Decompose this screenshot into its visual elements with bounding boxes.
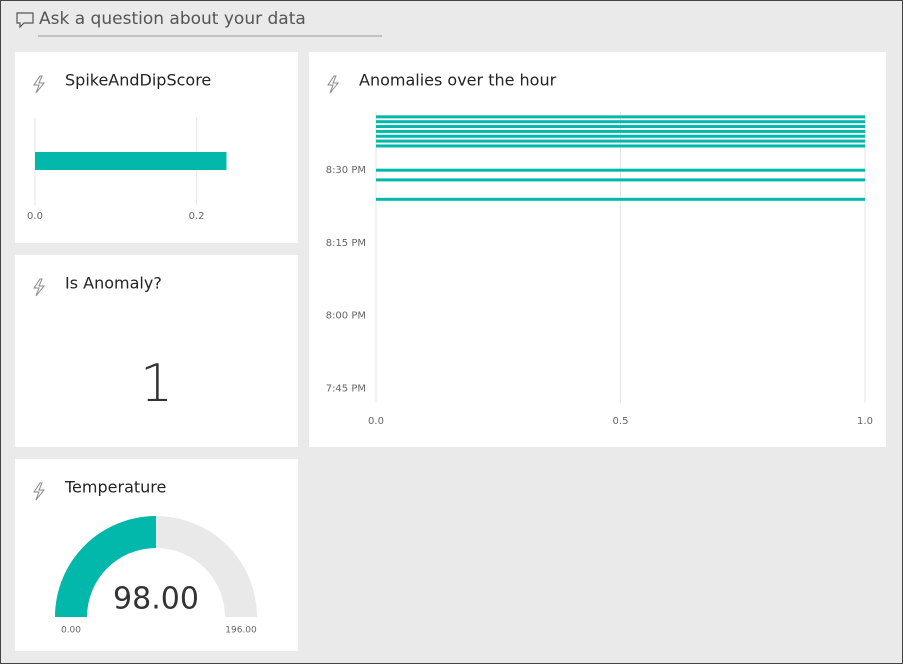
x-tick-label: 0.0 bbox=[27, 211, 43, 222]
anomaly-bar bbox=[376, 120, 865, 124]
gauge-min: 0.00 bbox=[61, 626, 81, 636]
tile[interactable]: Anomalies over the hour 0.0 0.5 1.0 7:45 PM 8… bbox=[309, 52, 886, 447]
tile[interactable]: Temperature 98.00 0.00 196.00 bbox=[15, 459, 298, 651]
y-tick-label: 8:15 PM bbox=[326, 238, 366, 249]
anomaly-bar bbox=[376, 125, 865, 129]
gauge-value: 98.00 bbox=[113, 582, 199, 617]
anomaly-bar bbox=[376, 168, 865, 172]
tile-title: Is Anomaly? bbox=[65, 274, 162, 293]
gauge-fill bbox=[55, 516, 156, 617]
chat-icon bbox=[16, 12, 34, 29]
lightning-icon bbox=[33, 278, 46, 297]
anomaly-bar bbox=[376, 115, 865, 119]
tile-title: Temperature bbox=[64, 478, 166, 497]
anomaly-bar bbox=[376, 134, 865, 138]
anomaly-bar bbox=[376, 178, 865, 182]
tile-bg bbox=[309, 52, 886, 447]
tile[interactable]: Is Anomaly? 1 bbox=[15, 255, 298, 447]
qa-box[interactable]: Ask a question about your data bbox=[16, 9, 382, 37]
tile-bg bbox=[15, 459, 298, 651]
lightning-icon bbox=[327, 75, 340, 94]
lightning-icon bbox=[33, 482, 46, 501]
y-tick-label: 8:30 PM bbox=[326, 165, 366, 176]
tile-title: SpikeAndDipScore bbox=[65, 71, 211, 90]
x-tick-label: 0.5 bbox=[613, 416, 629, 427]
x-tick-label: 0.0 bbox=[368, 416, 384, 427]
tile-bg bbox=[15, 52, 298, 243]
tile-bg bbox=[15, 255, 298, 447]
anomaly-bar bbox=[376, 197, 865, 201]
bar bbox=[35, 152, 227, 170]
anomaly-bar bbox=[376, 144, 865, 148]
x-tick-label: 0.2 bbox=[189, 211, 205, 222]
anomaly-bar bbox=[376, 139, 865, 143]
y-tick-label: 8:00 PM bbox=[326, 311, 366, 322]
qa-placeholder[interactable]: Ask a question about your data bbox=[39, 9, 306, 29]
anomaly-bar bbox=[376, 129, 865, 133]
lightning-icon bbox=[33, 75, 46, 94]
y-tick-label: 7:45 PM bbox=[326, 383, 366, 394]
tile[interactable]: SpikeAndDipScore 0.0 0.2 bbox=[15, 52, 298, 243]
tile-title: Anomalies over the hour bbox=[359, 71, 557, 90]
x-tick-label: 1.0 bbox=[857, 416, 873, 427]
gauge-max: 196.00 bbox=[225, 626, 257, 636]
card-value: 1 bbox=[140, 354, 173, 414]
